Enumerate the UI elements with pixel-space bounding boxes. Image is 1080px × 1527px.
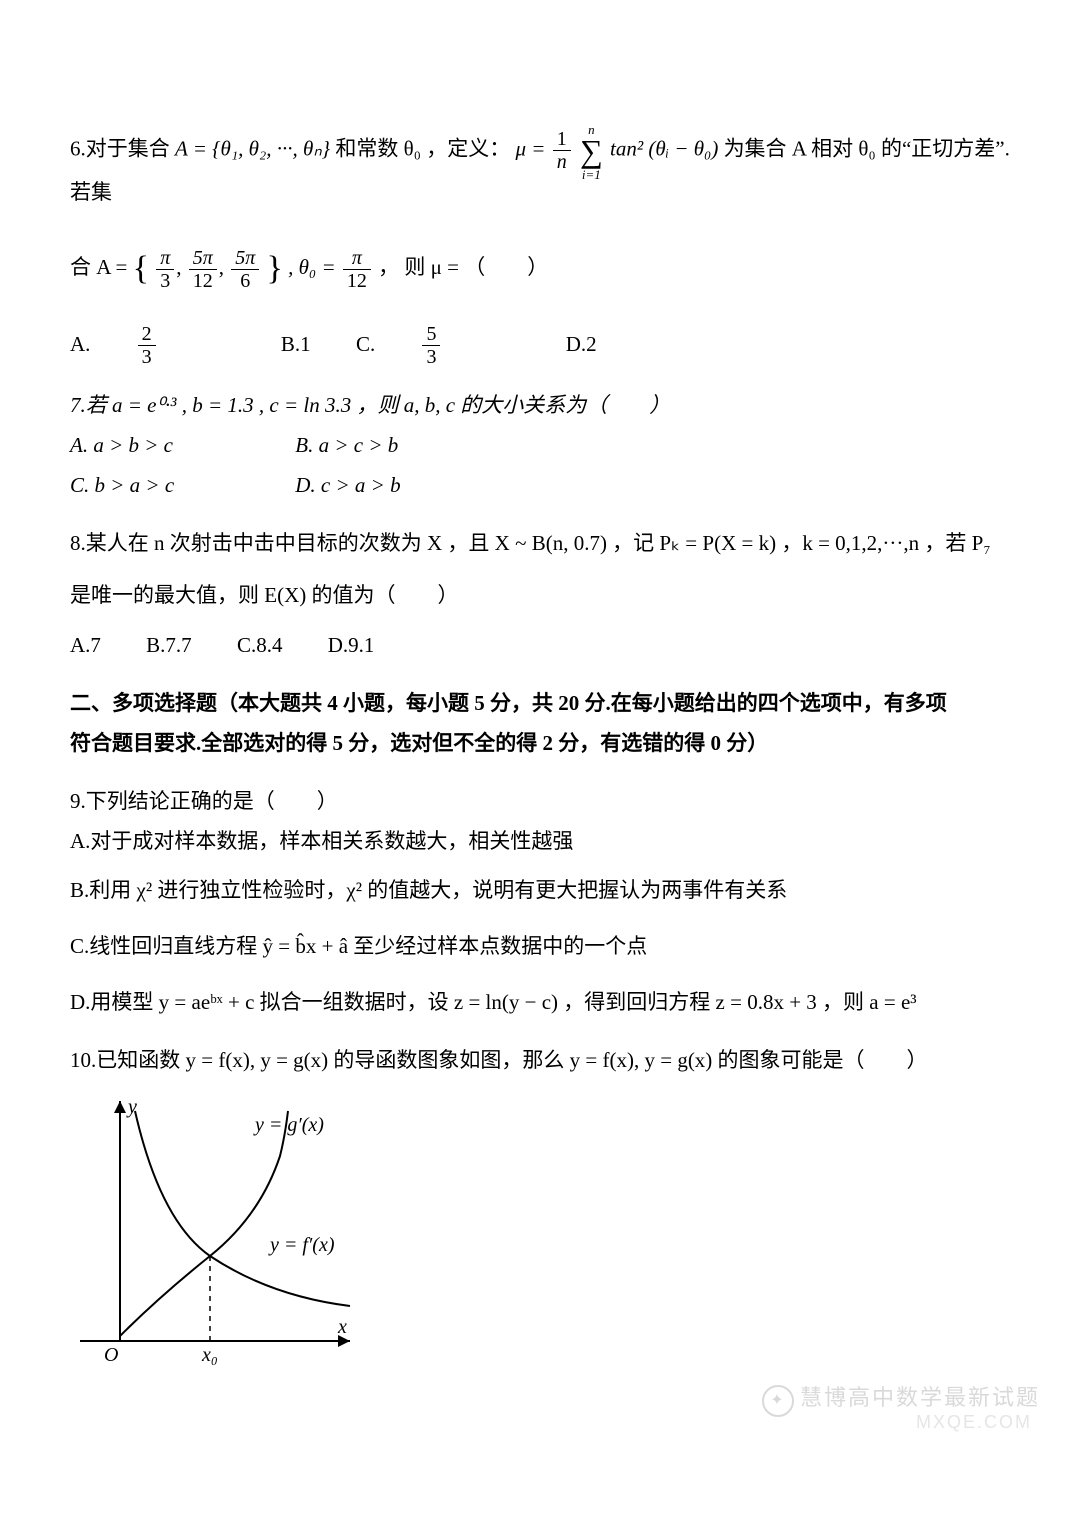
q7-stem: 7.若 a = e⁰·³ , b = 1.3 , c = ln 3.3 ，则 a… <box>70 386 1010 426</box>
q6-mueq: μ = <box>515 136 550 160</box>
q6-A-den: 3 <box>138 346 156 368</box>
q6-set-2-den: 12 <box>189 270 217 292</box>
q6-theta0-pre: , θ₀ = <box>288 255 341 279</box>
q6-sumbody: tan² (θᵢ − θ₀) <box>610 136 718 160</box>
q6-frac-1n: 1 n <box>553 128 571 173</box>
q6-C-num: 5 <box>422 323 440 346</box>
q6-theta0-num: π <box>343 247 371 270</box>
q6-A-pre: A. <box>70 325 90 365</box>
q8-option-D[interactable]: D.9.1 <box>328 626 375 666</box>
q7-options: A. a > b > c B. a > c > b C. b > a > c D… <box>70 426 1010 506</box>
q8-option-C[interactable]: C.8.4 <box>237 626 283 666</box>
q9-option-A[interactable]: A.对于成对样本数据，样本相关系数越大，相关性越强 <box>70 822 1010 862</box>
q6-prefix: 6.对于集合 <box>70 136 175 160</box>
q8-options: A.7 B.7.7 C.8.4 D.9.1 <box>70 626 1010 666</box>
q6-set-2: 5π 12 <box>189 247 217 292</box>
q6-set-3-num: 5π <box>231 247 259 270</box>
q7-option-B[interactable]: B. a > c > b <box>295 426 515 466</box>
q6-line1: 6.对于集合 A = {θ₁, θ₂, ···, θₙ} 和常数 θ₀ ，定义：… <box>70 128 1010 213</box>
sum-top: n <box>588 123 595 136</box>
question-8: 8.某人在 n 次射击中击中目标的次数为 X ，且 X ~ B(n, 0.7) … <box>70 524 1010 666</box>
q6-set-1-num: π <box>156 247 174 270</box>
svg-text:y: y <box>126 1096 137 1118</box>
q6-option-D[interactable]: D.2 <box>566 325 597 365</box>
q7-option-A[interactable]: A. a > b > c <box>70 426 290 466</box>
brace-right-icon: } <box>267 250 283 287</box>
q9-option-D[interactable]: D.用模型 y = aeᵇˣ + c 拟合一组数据时，设 z = ln(y − … <box>70 983 1010 1023</box>
q8-line2: 是唯一的最大值，则 E(X) 的值为（ ） <box>70 576 1010 616</box>
q6-A-frac: 2 3 <box>138 323 196 368</box>
q6-frac-den: n <box>553 151 571 173</box>
svg-text:y = g′(x): y = g′(x) <box>253 1114 324 1136</box>
q6-setA: A = {θ₁, θ₂, ···, θₙ} <box>175 136 330 160</box>
question-10: 10.已知函数 y = f(x), y = g(x) 的导函数图象如图，那么 y… <box>70 1041 1010 1371</box>
q6-line2: 合 A = { π 3 , 5π 12 , 5π 6 } , θ₀ = π 12… <box>70 237 1010 302</box>
q6-C-den: 3 <box>422 346 440 368</box>
q6-option-C[interactable]: C. 5 3 <box>356 323 521 368</box>
wechat-icon: ✦ <box>762 1385 794 1417</box>
q7-option-C[interactable]: C. b > a > c <box>70 466 290 506</box>
q6-option-B[interactable]: B.1 <box>281 325 311 365</box>
q6-option-A[interactable]: A. 2 3 <box>70 323 236 368</box>
svg-text:x: x <box>337 1316 347 1338</box>
q6-C-pre: C. <box>356 325 375 365</box>
q9-option-B[interactable]: B.利用 χ² 进行独立性检验时，χ² 的值越大，说明有更大把握认为两事件有关系 <box>70 871 1010 911</box>
q6-set-3: 5π 6 <box>231 247 259 292</box>
q6-line2-post: ， 则 μ = （ ） <box>378 255 548 279</box>
svg-text:x₀: x₀ <box>201 1344 218 1366</box>
q6-frac-num: 1 <box>553 128 571 151</box>
q6-A-num: 2 <box>138 323 156 346</box>
q6-set-1: π 3 <box>156 247 174 292</box>
q6-C-frac: 5 3 <box>422 323 480 368</box>
q6-theta0-den: 12 <box>343 270 371 292</box>
q7-option-D[interactable]: D. c > a > b <box>295 466 515 506</box>
q6-mid1: 和常数 θ₀ ，定义： <box>335 136 510 160</box>
q6-set-2-num: 5π <box>189 247 217 270</box>
q6-options: A. 2 3 B.1 C. 5 3 D.2 <box>70 323 1010 368</box>
question-7: 7.若 a = e⁰·³ , b = 1.3 , c = ln 3.3 ，则 a… <box>70 386 1010 506</box>
svg-text:y = f′(x): y = f′(x) <box>268 1234 335 1256</box>
q10-stem: 10.已知函数 y = f(x), y = g(x) 的导函数图象如图，那么 y… <box>70 1041 1010 1081</box>
sum-sigma-icon: ∑ n i=1 <box>580 135 603 167</box>
section2-line2: 符合题目要求.全部选对的得 5 分，选对但不全的得 2 分，有选错的得 0 分） <box>70 724 1010 764</box>
question-6: 6.对于集合 A = {θ₁, θ₂, ···, θₙ} 和常数 θ₀ ，定义：… <box>70 128 1010 368</box>
watermark-mxqe: MXQE.COM <box>916 1405 1032 1439</box>
brace-left-icon: { <box>133 250 149 287</box>
q6-theta0: π 12 <box>343 247 371 292</box>
q9-stem: 9.下列结论正确的是（ ） <box>70 782 1010 822</box>
section2-line1: 二、多项选择题（本大题共 4 小题，每小题 5 分，共 20 分.在每小题给出的… <box>70 684 1010 724</box>
svg-text:O: O <box>104 1344 118 1366</box>
q6-set-1-den: 3 <box>156 270 174 292</box>
q8-line1: 8.某人在 n 次射击中击中目标的次数为 X ，且 X ~ B(n, 0.7) … <box>70 524 1010 564</box>
q9-option-C[interactable]: C.线性回归直线方程 ŷ = b̂x + â 至少经过样本点数据中的一个点 <box>70 927 1010 967</box>
q6-set-3-den: 6 <box>231 270 259 292</box>
q8-option-A[interactable]: A.7 <box>70 626 101 666</box>
q6-line2-pre: 合 A = <box>70 255 133 279</box>
q8-option-B[interactable]: B.7.7 <box>146 626 192 666</box>
question-9: 9.下列结论正确的是（ ） A.对于成对样本数据，样本相关系数越大，相关性越强 … <box>70 782 1010 1023</box>
q10-derivative-graph: y x Ox₀ y = g′(x) y = f′(x) <box>70 1091 370 1371</box>
sum-bot: i=1 <box>582 168 601 181</box>
section-2-header: 二、多项选择题（本大题共 4 小题，每小题 5 分，共 20 分.在每小题给出的… <box>70 684 1010 764</box>
